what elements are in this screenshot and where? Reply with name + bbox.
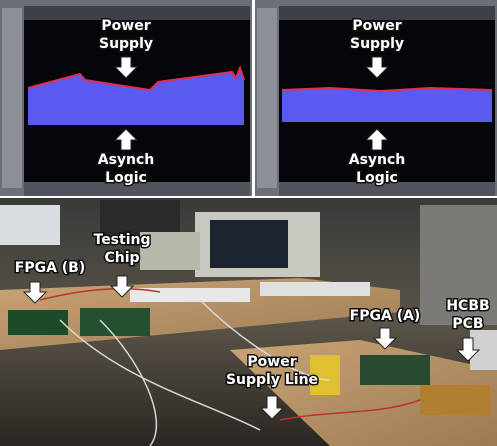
asynch-logic-label: Asynch <box>98 152 155 168</box>
testing-chip-label: Testing <box>94 232 151 248</box>
power-supply-label: Supply <box>99 36 153 52</box>
lab-photo: Testing Chip FPGA (B) FPGA (A) HCBB PCB … <box>0 198 497 446</box>
asynch-logic-label: Logic <box>105 170 147 186</box>
testing-chip-label: Chip <box>104 250 139 266</box>
figure: Power Supply Asynch Logic Power Supply A… <box>0 0 497 446</box>
power-supply-label: Power <box>101 18 150 34</box>
scope-panel-right: Power Supply Asynch Logic <box>255 0 497 196</box>
fpga-a-label: FPGA (A) <box>350 308 421 324</box>
asynch-logic-label: Logic <box>356 170 398 186</box>
power-supply-label: Power <box>352 18 401 34</box>
power-supply-line-label: Supply Line <box>226 372 318 388</box>
scope-panel-left: Power Supply Asynch Logic <box>0 0 252 196</box>
hcbb-pcb-label: HCBB <box>446 298 489 314</box>
fpga-b-label: FPGA (B) <box>15 260 86 276</box>
power-supply-label: Supply <box>350 36 404 52</box>
power-supply-line-label: Power <box>247 354 296 370</box>
hcbb-pcb-label: PCB <box>452 316 483 332</box>
asynch-logic-label: Asynch <box>349 152 406 168</box>
